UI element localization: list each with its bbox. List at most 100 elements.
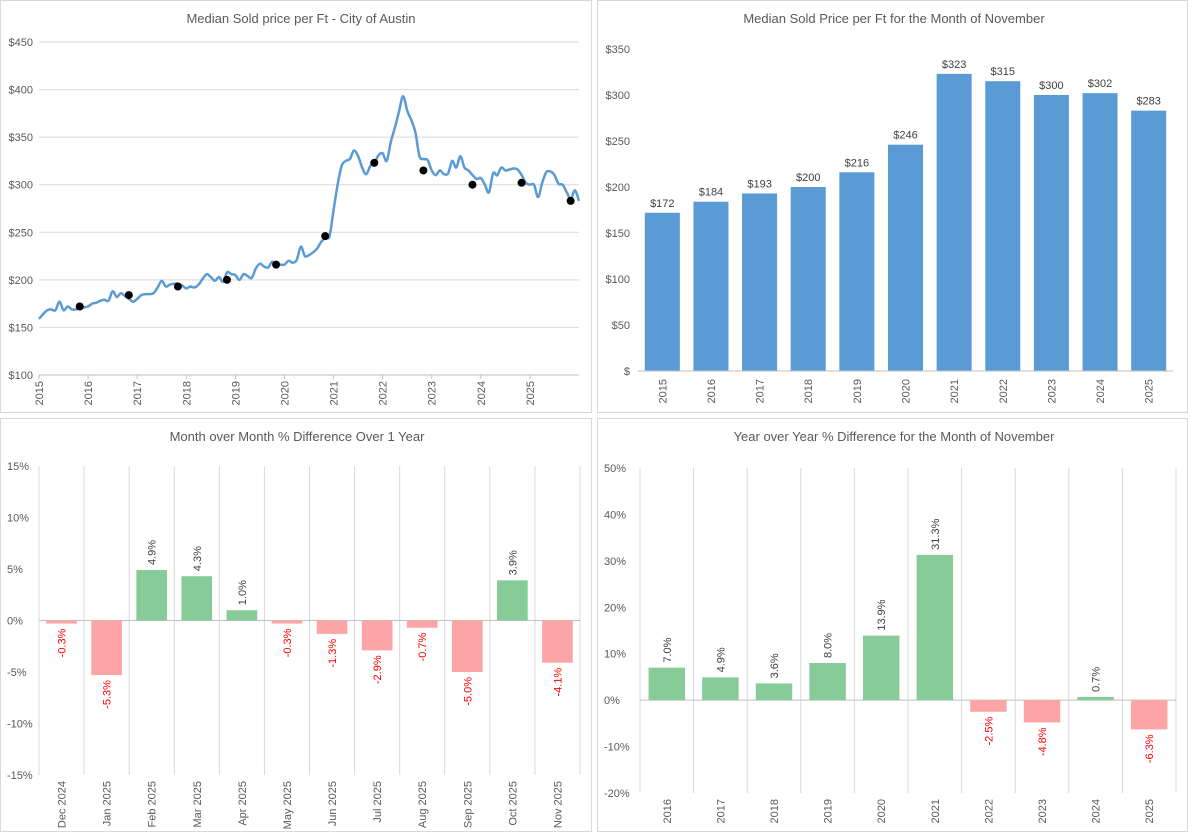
x-tick-label: 2019 [852,379,864,403]
price-trend-svg: Median Sold price per Ft - City of Austi… [9,11,581,405]
x-tick-label: 2022 [983,799,995,823]
y-tick-label: $200 [9,275,33,287]
data-label: -2.5% [983,717,995,746]
data-label: $302 [1088,78,1112,90]
x-tick-label: 2023 [1046,379,1058,403]
data-label: $323 [942,59,966,71]
data-label: -2.9% [372,655,384,684]
november-marker [419,166,428,175]
positive-bar [916,554,954,701]
yoy-diff-svg: Year over Year % Difference for the Mont… [604,429,1177,823]
x-tick-label: 2018 [181,381,193,405]
y-tick-label: $400 [9,85,33,97]
x-tick-label: 2022 [378,381,390,405]
x-tick-label: Nov 2025 [552,781,564,828]
x-tick-label: Jul 2025 [372,781,384,823]
data-label: $246 [893,130,917,142]
y-tick-label: 10% [7,513,29,525]
yoy-diff-chart: Year over Year % Difference for the Mont… [597,418,1188,832]
positive-bar [755,683,793,701]
negative-bar [451,620,483,672]
y-tick-label: 40% [604,509,626,521]
x-tick-label: Sep 2025 [462,781,474,828]
y-tick-label: 20% [604,602,626,614]
x-tick-label: Dec 2024 [57,781,69,828]
x-tick-label: 2023 [427,381,439,405]
data-label: -0.7% [417,633,429,662]
data-label: 4.9% [147,540,159,565]
data-label: -4.8% [1037,727,1049,756]
y-tick-label: $450 [9,37,33,49]
data-label: 13.9% [876,599,888,630]
y-tick-label: -10% [7,719,33,731]
data-label: $283 [1136,96,1160,108]
positive-bar [226,610,258,621]
x-tick-label: 2025 [1144,379,1156,403]
data-label: -0.3% [57,628,69,657]
y-tick-label: -15% [7,770,33,782]
november-marker [75,302,84,311]
data-label: -6.3% [1144,734,1156,763]
x-tick-label: 2018 [769,799,781,823]
positive-bar [1077,696,1114,701]
x-tick-label: Aug 2025 [417,781,429,828]
y-tick-label: $250 [9,227,33,239]
x-tick-label: 2023 [1037,799,1049,823]
november-marker [566,196,575,205]
x-tick-label: 2022 [998,379,1010,403]
november-marker [370,158,379,167]
bar [1131,110,1167,371]
y-tick-label: $350 [606,44,630,56]
mom-diff-chart: Month over Month % Difference Over 1 Yea… [0,418,592,832]
y-tick-label: -5% [7,667,27,679]
november-marker [124,291,133,300]
y-tick-label: $100 [606,274,630,286]
negative-bar [406,620,438,628]
x-tick-label: Jan 2025 [102,781,114,826]
price-trend-chart: Median Sold price per Ft - City of Austi… [0,0,592,413]
y-tick-label: $100 [9,370,33,382]
data-label: $184 [699,187,723,199]
bar [742,193,778,371]
x-tick-label: Feb 2025 [147,781,159,827]
bar [1082,93,1118,371]
chart-title: Month over Month % Difference Over 1 Yea… [170,429,426,444]
negative-bar [91,620,122,676]
bar [839,172,875,371]
data-label: 4.9% [715,647,727,672]
y-tick-label: 0% [604,695,620,707]
x-tick-label: 2021 [949,379,961,403]
x-tick-label: 2025 [525,381,537,405]
x-tick-label: 2017 [715,799,727,823]
data-label: 1.0% [237,580,249,605]
data-label: $300 [1039,80,1063,92]
y-tick-label: $50 [612,320,630,332]
x-tick-label: 2025 [1144,799,1156,823]
y-tick-label: $250 [606,136,630,148]
x-tick-label: Apr 2025 [237,781,249,826]
x-tick-label: 2020 [279,381,291,405]
negative-bar [1023,700,1061,723]
november-marker [321,232,330,241]
x-tick-label: Jun 2025 [327,781,339,826]
positive-bar [862,635,900,701]
data-label: $172 [650,198,674,210]
data-label: 3.9% [507,550,519,575]
x-tick-label: May 2025 [282,781,294,829]
positive-bar [181,576,213,621]
negative-bar [46,620,77,624]
price-series-line [38,94,581,320]
negative-bar [970,700,1007,712]
positive-bar [136,570,168,621]
x-tick-label: 2024 [476,381,488,405]
y-tick-label: -10% [604,742,630,754]
data-label: -5.3% [102,680,114,709]
data-label: -0.3% [282,628,294,657]
chart-title: Median Sold price per Ft - City of Austi… [186,11,415,26]
x-tick-label: 2016 [662,799,674,823]
y-tick-label: 15% [7,461,29,473]
data-label: $193 [747,178,771,190]
november-marker [173,282,182,291]
x-tick-label: 2015 [657,379,669,403]
november-marker [517,178,526,187]
